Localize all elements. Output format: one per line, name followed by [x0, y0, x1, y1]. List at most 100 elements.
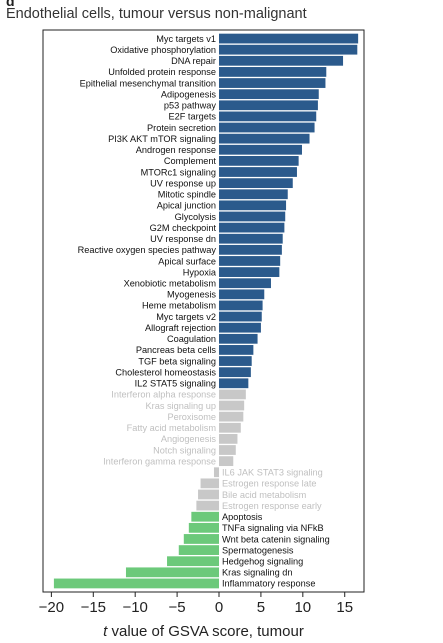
bar-tnfa-signaling-via-nfkb: [188, 522, 219, 533]
bar-label: G2M checkpoint: [150, 223, 217, 233]
bar-label: Reactive oxygen species pathway: [78, 245, 217, 255]
bar-e2f-targets: [219, 111, 317, 122]
x-tick-label: 5: [257, 599, 265, 616]
bar-spermatogenesis: [178, 545, 220, 555]
bar-label: Estrogen response late: [222, 479, 317, 489]
bar-kras-signaling-dn: [125, 567, 219, 578]
bar-label: IL2 STAT5 signaling: [135, 379, 216, 389]
bar-label: Hypoxia: [183, 267, 217, 277]
bar-label: DNA repair: [171, 56, 216, 66]
bar-label: Interferon alpha response: [111, 390, 216, 400]
bar-dna-repair: [219, 55, 344, 66]
bar-apical-junction: [219, 200, 287, 211]
bar-label: Spermatogenesis: [222, 545, 294, 555]
bar-hedgehog-signaling: [167, 556, 219, 567]
bar-glycolysis: [219, 211, 286, 222]
bar-label: Glycolysis: [175, 212, 217, 222]
bar-label: Unfolded protein response: [108, 67, 216, 77]
bar-myc-targets-v1: [219, 33, 359, 44]
x-axis: −20 −15 −10 −5 0 5 10 15: [39, 592, 353, 616]
bar-g2m-checkpoint: [219, 222, 285, 233]
bar-label: Notch signaling: [153, 445, 216, 455]
plot-frame: [42, 29, 365, 593]
bar-inflammatory-response: [53, 578, 220, 589]
bar-label: Bile acid metabolism: [222, 490, 307, 500]
bar-label: Adipogenesis: [161, 89, 217, 99]
bar-label: UV response up: [150, 178, 216, 188]
bar-label: Pancreas beta cells: [136, 345, 217, 355]
bar-label: Protein secretion: [147, 123, 216, 133]
x-tick-label: 0: [215, 599, 223, 616]
bar-label: Hedgehog signaling: [222, 557, 303, 567]
bar-label: IL6 JAK STAT3 signaling: [222, 468, 323, 478]
chart-title: Endothelial cells, tumour versus non-mal…: [6, 6, 307, 22]
bar-label: MTORc1 signaling: [141, 167, 216, 177]
panel-letter: d: [6, 0, 15, 9]
bar-label: Estrogen response early: [222, 501, 322, 511]
bar-epithelial-mesenchymal-transition: [219, 78, 326, 88]
bar-label: Myogenesis: [167, 290, 216, 300]
bar-label: Epithelial mesenchymal transition: [80, 78, 216, 88]
bar-label: Kras signaling dn: [222, 568, 292, 578]
bar-label: Coagulation: [167, 334, 216, 344]
bar-label: Androgen response: [136, 145, 216, 155]
bar-estrogen-response-early: [196, 500, 220, 511]
bar-label: Mitotic spindle: [158, 190, 216, 200]
x-tick-label: −10: [122, 599, 147, 616]
bar-label: Xenobiotic metabolism: [124, 279, 217, 289]
bar-allograft-rejection: [219, 322, 261, 333]
bar-label: Inflammatory response: [222, 579, 315, 589]
bar-label: Heme metabolism: [142, 301, 216, 311]
bars-layer: [53, 33, 359, 589]
x-tick-label: −20: [39, 599, 64, 616]
bar-androgen-response: [219, 144, 302, 155]
bar-label: Wnt beta catenin signaling: [222, 534, 330, 544]
bar-angiogenesis: [219, 433, 238, 444]
bar-label: TGF beta signaling: [138, 356, 216, 366]
bar-label: Apoptosis: [222, 512, 263, 522]
bar-label: Apical surface: [158, 256, 216, 266]
bar-heme-metabolism: [219, 300, 263, 311]
bar-interferon-alpha-response: [219, 389, 246, 400]
x-axis-label: t value of GSVA score, tumour: [103, 623, 304, 640]
bar-label: Fatty acid metabolism: [127, 423, 217, 433]
bar-mitotic-spindle: [219, 189, 288, 200]
bar-label: UV response dn: [150, 234, 216, 244]
bar-peroxisome: [219, 411, 244, 422]
bar-bile-acid-metabolism: [198, 489, 219, 500]
x-tick-label: −5: [169, 599, 186, 616]
bar-myc-targets-v2: [219, 311, 262, 322]
bar-hypoxia: [219, 267, 280, 277]
bar-cholesterol-homeostasis: [219, 367, 251, 378]
bar-uv-response-up: [219, 178, 293, 189]
bar-label: Allograft rejection: [145, 323, 216, 333]
bar-pi3k-akt-mtor-signaling: [219, 133, 310, 144]
bar-il2-stat5-signaling: [219, 378, 249, 389]
bar-fatty-acid-metabolism: [219, 422, 241, 433]
bar-oxidative-phosphorylation: [219, 44, 358, 55]
bar-label: Oxidative phosphorylation: [110, 45, 216, 55]
bar-label: E2F targets: [169, 112, 217, 122]
bar-label: PI3K AKT mTOR signaling: [108, 134, 216, 144]
bar-uv-response-dn: [219, 233, 283, 244]
bar-adipogenesis: [219, 89, 319, 100]
bar-p53-pathway: [219, 100, 318, 111]
bar-xenobiotic-metabolism: [219, 278, 271, 289]
x-axis-label-italic: t: [103, 623, 108, 640]
bar-label: Myc targets v2: [156, 312, 216, 322]
bar-apical-surface: [219, 256, 281, 266]
bar-protein-secretion: [219, 122, 315, 133]
bar-label: Angiogenesis: [161, 434, 217, 444]
x-tick-label: −15: [81, 599, 106, 616]
bar-wnt-beta-catenin-signaling: [183, 534, 219, 544]
bar-coagulation: [219, 333, 258, 344]
bar-kras-signaling-up: [219, 400, 245, 411]
bar-reactive-oxygen-species-pathway: [219, 244, 282, 255]
bar-apoptosis: [191, 511, 220, 522]
bar-label: Interferon gamma response: [103, 456, 216, 466]
bar-label: Kras signaling up: [146, 401, 216, 411]
bar-tgf-beta-signaling: [219, 356, 252, 366]
x-tick-label: 15: [336, 599, 353, 616]
